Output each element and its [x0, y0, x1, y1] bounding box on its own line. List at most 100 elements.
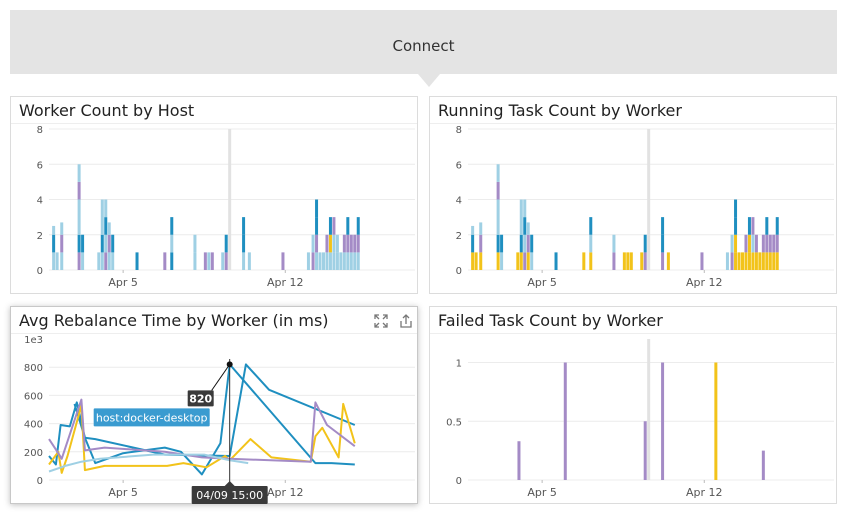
- bar-segment: [97, 252, 101, 270]
- bar-segment: [734, 199, 738, 218]
- bar-segment: [516, 252, 520, 270]
- bar-segment: [744, 252, 748, 270]
- bar-segment: [772, 252, 776, 270]
- bar-segment: [519, 199, 523, 235]
- bar-segment: [589, 234, 593, 253]
- bar-segment: [612, 234, 616, 253]
- bar-segment: [328, 252, 332, 270]
- bar-segment: [751, 252, 755, 270]
- bar-segment: [104, 234, 108, 253]
- bar-segment: [554, 252, 558, 270]
- y-tick-label: 2: [456, 231, 462, 242]
- bar-segment: [335, 234, 339, 253]
- tooltip-time-arrow: [224, 481, 235, 486]
- tooltip-time-box: [191, 486, 268, 504]
- tooltip-value-box: [187, 390, 214, 407]
- bar-segment: [517, 441, 521, 480]
- x-tick-label: Apr 12: [686, 276, 723, 289]
- running-task-chart[interactable]: 0 2 4 6 8 Apr 5 Apr 12: [430, 97, 838, 295]
- bar-segment: [474, 252, 478, 270]
- bar-segment: [714, 362, 718, 480]
- failed-task-chart[interactable]: 0 0.5 1 Apr 5 Apr 12: [430, 307, 838, 505]
- bar-segment: [500, 234, 504, 253]
- bar-segment: [346, 234, 350, 253]
- bar-segment: [107, 222, 111, 235]
- bar-segment: [471, 234, 475, 253]
- bar-segment: [523, 252, 527, 270]
- bar-segment: [224, 252, 228, 270]
- y-tick-label: 800: [24, 363, 43, 374]
- bar-segment: [775, 234, 779, 253]
- bar-segment: [747, 234, 751, 253]
- series-line: [48, 398, 356, 463]
- bar-segment: [530, 234, 534, 253]
- x-tick-label: Apr 5: [108, 486, 138, 499]
- bar-segment: [77, 234, 81, 253]
- bar-segment: [768, 234, 772, 253]
- bar-segment: [356, 217, 360, 235]
- bar-segment: [81, 234, 85, 253]
- y-tick-label: 6: [37, 160, 43, 171]
- widget-title-divider: [430, 123, 836, 124]
- tooltip-leader: [211, 364, 231, 391]
- bar-segment: [353, 234, 357, 253]
- widget-title-divider: [11, 123, 417, 124]
- bar-segment: [311, 234, 315, 253]
- bar-segment: [500, 252, 504, 270]
- y-tick-label: 4: [456, 196, 462, 207]
- bar-segment: [242, 217, 246, 235]
- bar-segment: [356, 252, 360, 270]
- tooltip-host-box: [93, 408, 210, 427]
- bar-segment: [744, 234, 748, 253]
- worker-count-by-host-widget[interactable]: Worker Count by Host 0 2 4 6 8 Apr 5 Apr 12: [10, 96, 418, 294]
- avg-rebalance-chart[interactable]: 0 200 400 600 800 1e3 Apr 5 Apr 12 820 host:docke…: [11, 307, 419, 505]
- bar-segment: [100, 199, 104, 235]
- x-tick-label: Apr 12: [686, 486, 723, 499]
- bar-segment: [496, 199, 500, 235]
- bar-segment: [325, 252, 329, 270]
- y-tick-label: 4: [37, 196, 43, 207]
- bar-segment: [242, 234, 246, 253]
- bar-segment: [496, 181, 500, 200]
- bar-segment: [479, 252, 483, 270]
- bar-segment: [754, 234, 758, 253]
- y-tick-label: 200: [24, 448, 43, 459]
- connect-group-header[interactable]: Connect: [10, 10, 837, 74]
- bar-segment: [328, 217, 332, 235]
- bar-segment: [203, 252, 207, 270]
- bar-segment: [765, 252, 769, 270]
- avg-rebalance-time-widget[interactable]: Avg Rebalance Time by Worker (in ms) 0 20…: [10, 306, 418, 504]
- y-tick-label: 8: [37, 125, 43, 136]
- y-tick-label: 0: [456, 476, 462, 487]
- expand-icon[interactable]: [374, 314, 388, 328]
- bar-segment: [247, 252, 251, 270]
- y-tick-label: 8: [456, 125, 462, 136]
- bar-segment: [496, 234, 500, 253]
- bar-segment: [77, 252, 81, 270]
- bar-segment: [643, 421, 647, 480]
- x-tick-label: Apr 5: [108, 276, 138, 289]
- bar-segment: [315, 217, 319, 235]
- bar-segment: [640, 252, 644, 270]
- bar-segment: [332, 234, 336, 253]
- bar-segment: [734, 217, 738, 235]
- bar-segment: [765, 234, 769, 253]
- bar-segment: [471, 252, 475, 270]
- running-task-count-widget[interactable]: Running Task Count by Worker 0 2 4 6 8 Apr 5 A…: [429, 96, 837, 294]
- bar-segment: [104, 252, 108, 270]
- worker-count-chart[interactable]: 0 2 4 6 8 Apr 5 Apr 12: [11, 97, 419, 295]
- bar-segment: [346, 252, 350, 270]
- bar-segment: [221, 252, 225, 270]
- bar-segment: [104, 217, 108, 235]
- bar-segment: [761, 234, 765, 253]
- bar-segment: [772, 234, 776, 253]
- group-title: Connect: [392, 37, 455, 55]
- failed-task-count-widget[interactable]: Failed Task Count by Worker 0 0.5 1 Apr 5 Ap…: [429, 306, 837, 504]
- widget-title: Running Task Count by Worker: [438, 101, 682, 120]
- y-unit-label: 1e3: [24, 335, 43, 346]
- bar-segment: [242, 252, 246, 270]
- bar-segment: [629, 252, 633, 270]
- share-icon[interactable]: [399, 314, 413, 328]
- bar-segment: [734, 252, 738, 270]
- bar-segment: [332, 217, 336, 235]
